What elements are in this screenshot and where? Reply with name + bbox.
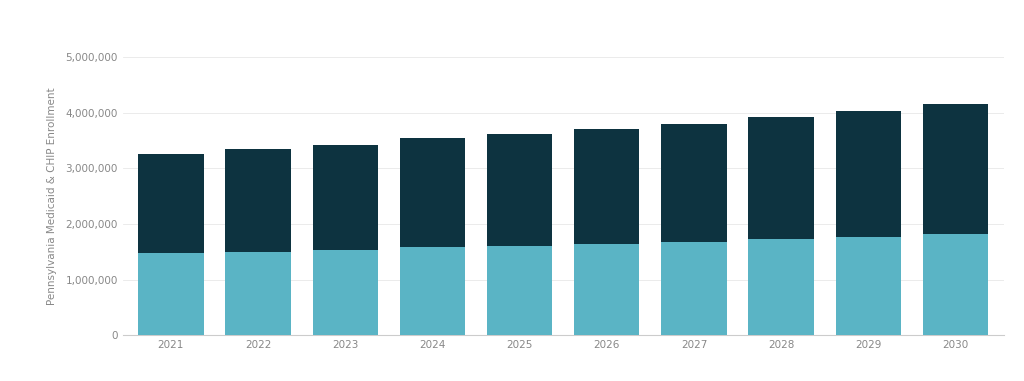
Bar: [486, 246, 552, 335]
Bar: [662, 242, 727, 335]
Bar: [836, 237, 901, 335]
Bar: [138, 253, 204, 335]
Bar: [312, 250, 378, 335]
Bar: [662, 124, 727, 242]
Bar: [138, 154, 204, 253]
Bar: [399, 247, 465, 335]
Bar: [225, 149, 291, 252]
Bar: [225, 252, 291, 335]
Bar: [749, 239, 814, 335]
Bar: [923, 104, 988, 234]
Bar: [574, 244, 640, 335]
Bar: [574, 130, 640, 244]
Legend: Child, Adult: Child, Adult: [509, 0, 617, 4]
Bar: [312, 145, 378, 250]
Bar: [749, 117, 814, 239]
Bar: [399, 138, 465, 247]
Bar: [836, 111, 901, 237]
Bar: [486, 134, 552, 246]
Y-axis label: Pennsylvania Medicaid & CHIP Enrollment: Pennsylvania Medicaid & CHIP Enrollment: [47, 87, 57, 305]
Bar: [923, 234, 988, 335]
